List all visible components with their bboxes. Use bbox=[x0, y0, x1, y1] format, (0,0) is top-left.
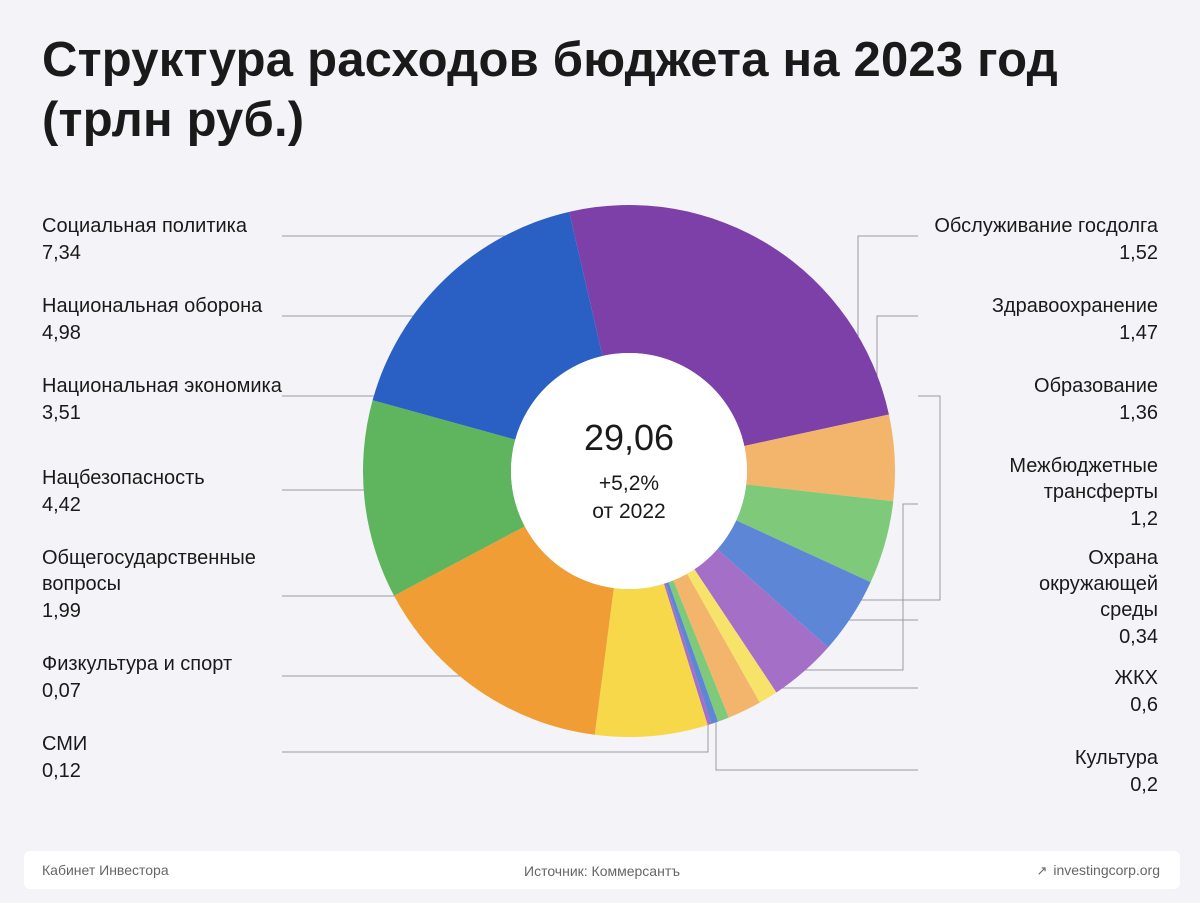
slice-label-обслуживание-госдолга: Обслуживание госдолга bbox=[934, 215, 1159, 237]
chart-title: Структура расходов бюджета на 2023 год (… bbox=[42, 30, 1162, 150]
slice-label-образование: Образование bbox=[1034, 375, 1158, 397]
arrow-up-right-icon: ↗ bbox=[1036, 863, 1048, 878]
slice-label-культура: Культура bbox=[1075, 747, 1159, 769]
slice-здравоохранение bbox=[736, 484, 894, 583]
slice-value-национальная-оборона: 4,98 bbox=[42, 322, 81, 344]
slice-социальная-политика bbox=[569, 204, 889, 446]
slice-физкультура-и-спорт bbox=[663, 583, 712, 726]
slice-сми bbox=[665, 582, 719, 724]
slice-обслуживание-госдолга bbox=[744, 414, 896, 502]
slice-label-здравоохранение: Здравоохранение bbox=[992, 295, 1158, 317]
slice-value-жкх: 0,6 bbox=[1130, 694, 1158, 716]
slice-value-культура: 0,2 bbox=[1130, 774, 1158, 796]
slice-общегосударственные-вопросы bbox=[594, 583, 708, 738]
slice-labels: Социальная политика 7,34 Обслуживание госд… bbox=[42, 215, 1159, 796]
footer-link-text: investingcorp.org bbox=[1053, 862, 1160, 878]
slice-value-образование: 1,36 bbox=[1119, 402, 1158, 424]
donut-slices bbox=[362, 204, 896, 738]
leader-line-сми bbox=[282, 712, 709, 753]
chart-title-line-1: Структура расходов бюджета на 2023 год bbox=[42, 33, 1058, 87]
slice-label-сми: СМИ bbox=[42, 733, 87, 755]
slice-label-охрана-окружающей-среды-line-2: окружающей bbox=[1039, 573, 1158, 595]
slice-value-охрана-окружающей-среды: 0,34 bbox=[1119, 626, 1158, 648]
footer-source: Источник: Коммерсантъ bbox=[524, 863, 680, 879]
slice-межбюджетные-трансферты bbox=[694, 549, 829, 693]
slice-label-охрана-окружающей-среды-line-1: Охрана bbox=[1088, 547, 1159, 569]
slice-label-общегосударственные-вопросы-line-1: Общегосударственные bbox=[42, 547, 256, 569]
slice-value-социальная-политика: 7,34 bbox=[42, 242, 81, 264]
slice-value-физкультура-и-спорт: 0,07 bbox=[42, 680, 81, 702]
slice-культура bbox=[668, 580, 729, 722]
slice-label-охрана-окружающей-среды-line-3: среды bbox=[1100, 599, 1158, 621]
slice-label-жкх: ЖКХ bbox=[1115, 667, 1158, 689]
center-total: 29,06 bbox=[584, 417, 674, 458]
slice-нацбезопасность bbox=[394, 526, 614, 735]
slice-жкх bbox=[673, 573, 760, 718]
slice-value-здравоохранение: 1,47 bbox=[1119, 322, 1158, 344]
slice-label-физкультура-и-спорт: Физкультура и спорт bbox=[42, 653, 232, 675]
center-change-ref: от 2022 bbox=[592, 500, 665, 523]
leader-line-культура bbox=[715, 712, 918, 771]
slice-label-национальная-экономика: Национальная экономика bbox=[42, 375, 283, 397]
slice-label-межбюджетные-трансферты-line-2: трансферты bbox=[1044, 481, 1158, 503]
slice-value-обслуживание-госдолга: 1,52 bbox=[1119, 242, 1158, 264]
slice-value-национальная-экономика: 3,51 bbox=[42, 402, 81, 424]
slice-национальная-экономика bbox=[362, 400, 525, 596]
slice-value-межбюджетные-трансферты: 1,2 bbox=[1130, 508, 1158, 530]
slice-образование bbox=[717, 520, 871, 648]
footer-brand: Кабинет Инвестора bbox=[42, 862, 169, 878]
footer: Кабинет Инвестора Источник: Коммерсантъ … bbox=[24, 851, 1180, 889]
slice-label-социальная-политика: Социальная политика bbox=[42, 215, 248, 237]
leader-line-межбюджетные-трансферты bbox=[790, 503, 918, 671]
center-change: +5,2% bbox=[599, 472, 659, 495]
slice-label-межбюджетные-трансферты-line-1: Межбюджетные bbox=[1009, 455, 1158, 477]
slice-value-общегосударственные-вопросы: 1,99 bbox=[42, 600, 81, 622]
footer-link[interactable]: ↗ investingcorp.org bbox=[1036, 862, 1160, 879]
leader-line-образование bbox=[830, 395, 941, 601]
slice-охрана-окружающей-среды bbox=[687, 569, 777, 703]
chart-title-line-2: (трлн руб.) bbox=[42, 93, 305, 147]
donut-hole bbox=[511, 353, 747, 589]
slice-label-нацбезопасность: Нацбезопасность bbox=[42, 467, 205, 489]
slice-национальная-оборона bbox=[372, 211, 603, 440]
slice-label-национальная-оборона: Национальная оборона bbox=[42, 295, 263, 317]
slice-value-нацбезопасность: 4,42 bbox=[42, 494, 81, 516]
slice-value-сми: 0,12 bbox=[42, 760, 81, 782]
slice-label-общегосударственные-вопросы-line-2: вопросы bbox=[42, 573, 121, 595]
